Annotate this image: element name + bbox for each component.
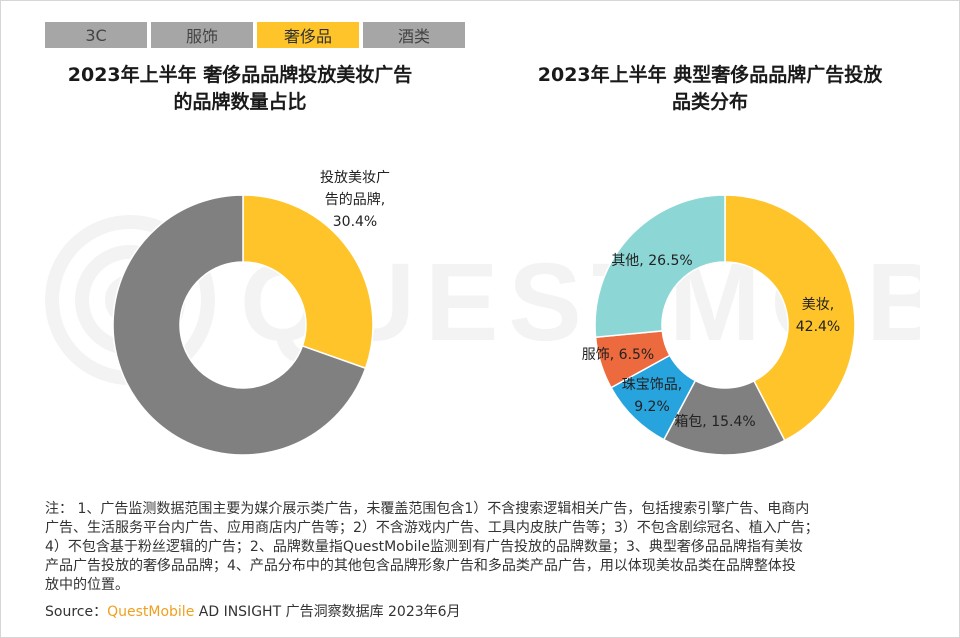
- source-suffix: AD INSIGHT 广告洞察数据库 2023年6月: [194, 604, 461, 620]
- chart2-label-beauty-line: 42.4%: [796, 319, 840, 335]
- source-brand: QuestMobile: [107, 604, 195, 620]
- chart2-label-beauty: 美妆, 42.4%: [796, 297, 840, 335]
- tab-luxury[interactable]: 奢侈品: [257, 22, 359, 48]
- tab-liquor[interactable]: 酒类: [363, 22, 465, 48]
- chart2-title: 2023年上半年 典型奢侈品品牌广告投放 品类分布: [490, 62, 930, 116]
- chart2-slice-4: [594, 194, 726, 339]
- chart2-label-bags-line: 箱包, 15.4%: [674, 414, 755, 430]
- chart2-label-jewelry-line: 珠宝饰品,: [622, 377, 682, 393]
- source-line: Source：QuestMobile AD INSIGHT 广告洞察数据库 20…: [45, 601, 461, 621]
- chart1-title: 2023年上半年 奢侈品品牌投放美妆广告 的品牌数量占比: [20, 62, 460, 116]
- chart1-label-beauty-line: 30.4%: [333, 214, 377, 230]
- chart2-label-jewelry: 珠宝饰品, 9.2%: [622, 377, 682, 415]
- chart1-title-line2: 的品牌数量占比: [173, 91, 307, 113]
- chart1-title-line1: 2023年上半年 奢侈品品牌投放美妆广告: [67, 64, 413, 86]
- source-prefix: Source：: [45, 604, 108, 620]
- chart2-label-apparel: 服饰, 6.5%: [582, 347, 654, 363]
- chart1-label-beauty-line: 投放美妆广: [320, 170, 390, 186]
- chart2-label-other: 其他, 26.5%: [611, 253, 692, 269]
- chart2-title-line2: 品类分布: [671, 91, 748, 113]
- donut-charts: 投放美妆广告的品牌, 30.4% 美妆, 42.4% 箱包, 15.4% 珠宝饰品, 9.2…: [112, 170, 856, 456]
- tab-apparel[interactable]: 服饰: [151, 22, 253, 48]
- chart1-label-beauty-line: 告的品牌,: [325, 191, 385, 208]
- chart2-label-jewelry-line: 9.2%: [634, 399, 670, 415]
- category-tabs: 3C 服饰 奢侈品 酒类: [45, 22, 465, 48]
- footnotes: 注： 1、广告监测数据范围主要为媒介展示类广告，未覆盖范围包含1）不含搜索逻辑相…: [45, 501, 819, 593]
- chart1-label-beauty: 投放美妆广告的品牌, 30.4%: [320, 170, 390, 230]
- tab-3c[interactable]: 3C: [45, 22, 147, 48]
- chart2-label-beauty-line: 美妆,: [802, 297, 834, 313]
- chart2-label-bags: 箱包, 15.4%: [674, 414, 755, 430]
- chart1-slice-1: [112, 194, 367, 456]
- chart2-label-other-line: 其他, 26.5%: [611, 253, 692, 269]
- chart1-slice-0: [242, 194, 374, 370]
- chart2-label-apparel-line: 服饰, 6.5%: [582, 347, 654, 363]
- chart2-slice-0: [724, 194, 856, 442]
- chart2-title-line1: 2023年上半年 典型奢侈品品牌广告投放: [537, 64, 883, 86]
